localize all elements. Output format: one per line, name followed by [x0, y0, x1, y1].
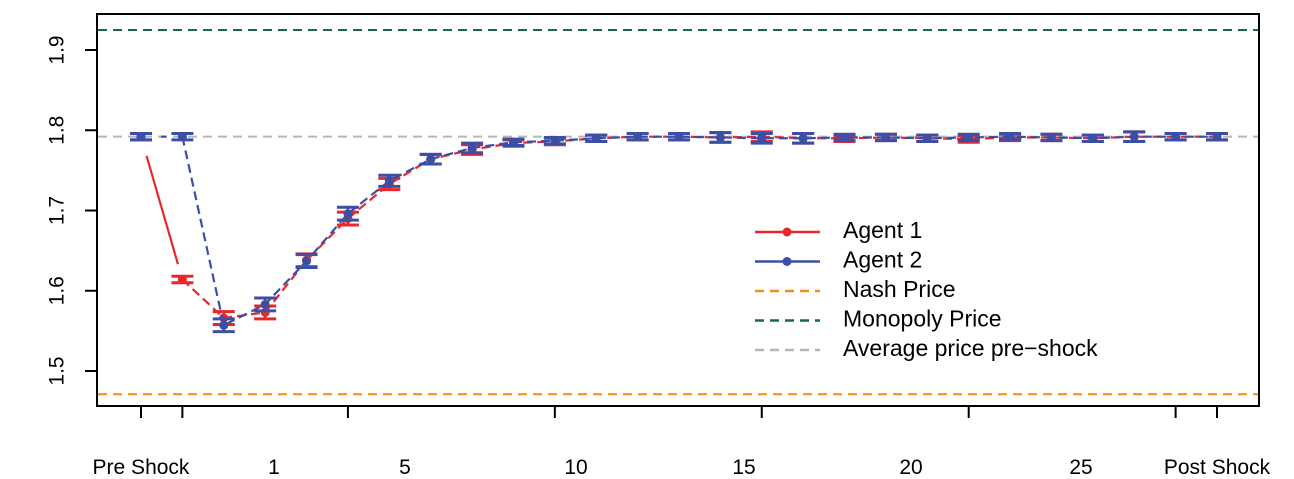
legend-label: Agent 1 — [843, 217, 922, 243]
x-axis: Pre Shock 1 5 10 15 20 25 Post Shock — [93, 406, 1271, 479]
y-tick-label: 1.8 — [46, 116, 69, 145]
data-point — [881, 132, 891, 142]
series-1 — [130, 130, 1228, 326]
data-point — [922, 133, 932, 143]
data-point — [550, 136, 560, 146]
series-2-line — [181, 135, 1217, 327]
data-point — [177, 132, 187, 142]
y-axis: 1.5 1.6 1.7 1.8 1.9 — [46, 35, 97, 386]
y-tick-label: 1.7 — [46, 196, 69, 225]
legend-item-4: Average price pre−shock — [755, 335, 1098, 361]
data-point — [219, 320, 229, 330]
data-point — [798, 133, 808, 143]
y-tick-label: 1.9 — [46, 35, 69, 64]
x-tick-label: 15 — [732, 456, 755, 479]
data-point — [177, 275, 187, 285]
x-tick-label: 25 — [1069, 456, 1092, 479]
legend: Agent 1 Agent 2 Nash Price Monopoly Price Av… — [755, 217, 1098, 361]
data-point — [384, 176, 394, 186]
series-layer — [130, 130, 1228, 334]
series-1-line — [181, 135, 1217, 320]
legend-item-2: Nash Price — [755, 276, 955, 302]
x-tick-label: 5 — [399, 456, 411, 479]
data-point — [964, 132, 974, 142]
data-point — [343, 209, 353, 219]
legend-marker — [782, 227, 792, 237]
data-point — [674, 132, 684, 142]
legend-label: Average price pre−shock — [843, 335, 1098, 361]
data-point — [1212, 132, 1222, 142]
x-tick-label: Pre Shock — [93, 456, 190, 479]
legend-marker — [782, 257, 792, 266]
legend-item-1: Agent 2 — [755, 247, 922, 273]
data-point — [467, 143, 477, 153]
series-1-jump-line — [145, 155, 179, 265]
data-point — [840, 132, 850, 142]
legend-item-3: Monopoly Price — [755, 306, 1002, 332]
data-point — [260, 299, 270, 309]
data-point — [591, 133, 601, 143]
data-point — [136, 132, 146, 142]
data-point — [715, 132, 725, 142]
data-point — [1129, 132, 1139, 142]
data-point — [1171, 132, 1181, 142]
y-tick-label: 1.6 — [46, 276, 69, 305]
y-tick-label: 1.5 — [46, 356, 69, 385]
data-point — [508, 137, 518, 147]
legend-item-0: Agent 1 — [755, 217, 922, 243]
legend-label: Monopoly Price — [843, 306, 1002, 332]
data-point — [1088, 133, 1098, 143]
x-tick-label: 1 — [268, 456, 280, 479]
data-point — [633, 132, 643, 142]
data-point — [1046, 132, 1056, 142]
data-point — [302, 256, 312, 266]
x-tick-label: 10 — [564, 456, 587, 479]
data-point — [757, 133, 767, 143]
series-2 — [130, 130, 1228, 334]
data-point — [426, 154, 436, 164]
data-point — [1005, 132, 1015, 142]
x-tick-label: Post Shock — [1164, 456, 1271, 479]
legend-label: Agent 2 — [843, 247, 922, 273]
x-tick-label: 20 — [899, 456, 922, 479]
legend-label: Nash Price — [843, 276, 955, 302]
